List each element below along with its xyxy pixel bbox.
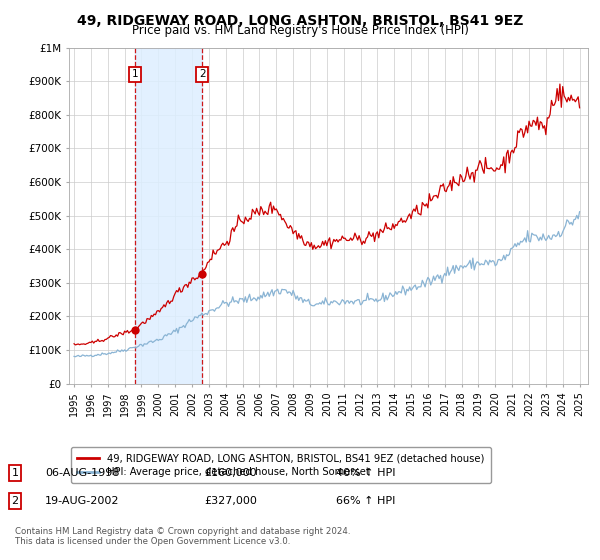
Text: 2: 2 (11, 496, 19, 506)
Text: £327,000: £327,000 (204, 496, 257, 506)
Bar (135, 48, 202, 384)
Text: 1: 1 (131, 69, 138, 80)
Text: 1: 1 (11, 468, 19, 478)
Text: 19-AUG-2002: 19-AUG-2002 (45, 496, 119, 506)
Legend: 49, RIDGEWAY ROAD, LONG ASHTON, BRISTOL, BS41 9EZ (detached house), HPI: Average: 49, RIDGEWAY ROAD, LONG ASHTON, BRISTOL,… (71, 447, 491, 483)
Text: Price paid vs. HM Land Registry's House Price Index (HPI): Price paid vs. HM Land Registry's House … (131, 24, 469, 37)
Text: 49, RIDGEWAY ROAD, LONG ASHTON, BRISTOL, BS41 9EZ: 49, RIDGEWAY ROAD, LONG ASHTON, BRISTOL,… (77, 14, 523, 28)
Text: 66% ↑ HPI: 66% ↑ HPI (336, 496, 395, 506)
Text: £160,000: £160,000 (204, 468, 257, 478)
Text: 06-AUG-1998: 06-AUG-1998 (45, 468, 119, 478)
Text: 2: 2 (199, 69, 205, 80)
Text: 40% ↑ HPI: 40% ↑ HPI (336, 468, 395, 478)
Text: Contains HM Land Registry data © Crown copyright and database right 2024.
This d: Contains HM Land Registry data © Crown c… (15, 526, 350, 546)
